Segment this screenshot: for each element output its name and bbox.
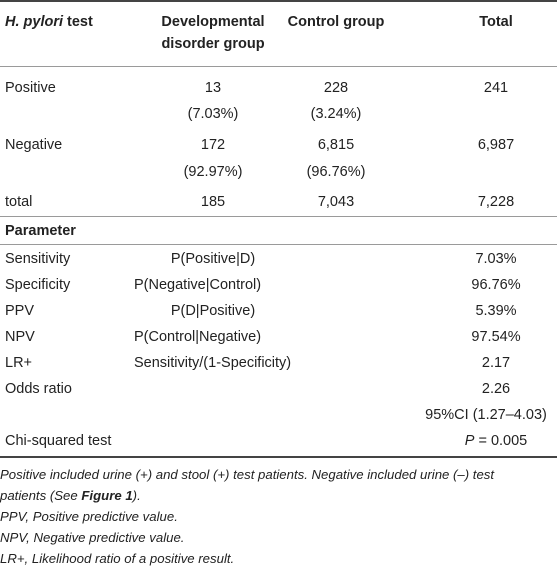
cell-dev: 13 [204,80,222,96]
param-name: Specificity [5,277,71,293]
table-top-rule [0,0,557,2]
footnote-line: patients (See Figure 1). [0,488,141,503]
footnote-ppv: PPV, Positive predictive value. [0,509,178,524]
cell-control-pct: (96.76%) [306,164,366,180]
footnote-line: Positive included urine (+) and stool (+… [0,467,495,482]
row-label: total [5,194,33,210]
header-dev-line1: Developmental [161,14,265,30]
cell-dev: 185 [200,194,226,210]
param-formula: P(Control|Negative) [134,329,262,345]
figure-link[interactable]: Figure 1 [81,488,133,503]
cell-total: 7,228 [477,194,515,210]
footnotes: Positive included urine (+) and stool (+… [0,464,557,569]
header-rule [0,66,557,67]
parameter-header: Parameter [5,223,76,239]
param-value: 96.76% [471,277,521,293]
footnote-lr: LR+, Likelihood ratio of a positive resu… [0,551,235,566]
cell-control: 6,815 [317,137,355,153]
param-formula: P(D|Positive) [170,303,256,319]
header-control: Control group [287,14,385,30]
cell-control-pct: (3.24%) [310,106,362,122]
header-dev-line2: disorder group [161,36,265,52]
parameter-rule [0,244,557,245]
param-value: 5.39% [475,303,517,319]
cell-dev-pct: (92.97%) [183,164,243,180]
param-name: NPV [5,329,35,345]
param-name: Sensitivity [5,251,71,267]
row-label: Positive [5,80,56,96]
section-rule [0,216,557,217]
cell-control: 7,043 [317,194,355,210]
param-value: 7.03% [475,251,517,267]
row-label: Negative [5,137,63,153]
footnote-npv: NPV, Negative predictive value. [0,530,185,545]
param-formula: P(Negative|Control) [134,277,262,293]
cell-dev: 172 [200,137,226,153]
table-bottom-rule [0,456,557,458]
param-formula: P(Positive|D) [170,251,256,267]
param-name: LR+ [5,355,33,371]
param-name: PPV [5,303,35,319]
param-formula: Sensitivity/(1-Specificity) [134,355,292,371]
param-ci: 95%CI (1.27–4.03) [425,407,547,423]
chi-p-value: P = 0.005 [464,433,528,449]
chi-label: Chi-squared test [5,433,112,449]
cell-total: 6,987 [477,137,515,153]
header-total: Total [479,14,513,30]
param-value: 2.17 [481,355,511,371]
header-test: H. pylori test [5,14,93,30]
cell-dev-pct: (7.03%) [187,106,239,122]
param-value: 97.54% [471,329,521,345]
param-name: Odds ratio [5,381,72,397]
cell-control: 228 [323,80,349,96]
cell-total: 241 [483,80,509,96]
param-value: 2.26 [481,381,511,397]
